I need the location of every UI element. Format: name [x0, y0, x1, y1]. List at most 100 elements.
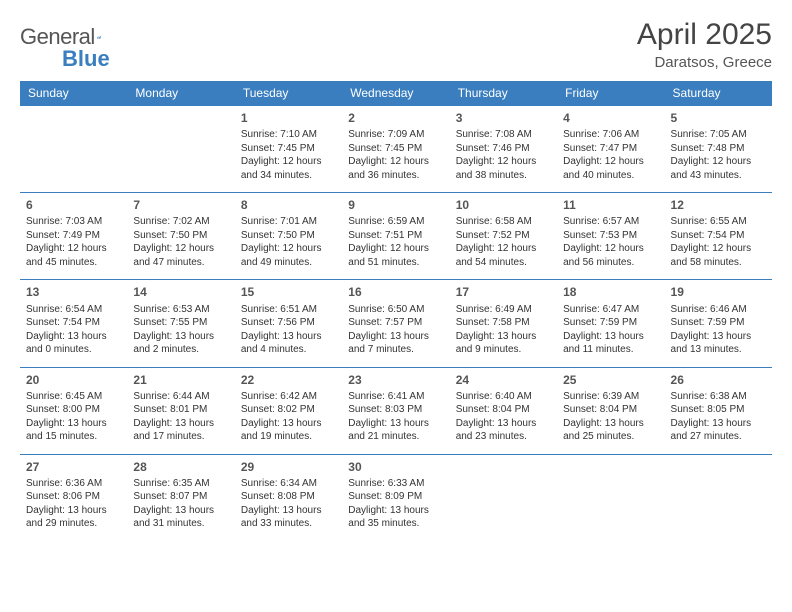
- daylight-line-1: Daylight: 12 hours: [456, 155, 551, 169]
- calendar-day-cell: 23Sunrise: 6:41 AMSunset: 8:03 PMDayligh…: [342, 367, 449, 454]
- daylight-line-2: and 34 minutes.: [241, 169, 336, 183]
- day-number: 25: [563, 372, 658, 388]
- day-number: 15: [241, 284, 336, 300]
- calendar-day-cell: 6Sunrise: 7:03 AMSunset: 7:49 PMDaylight…: [20, 193, 127, 280]
- daylight-line-1: Daylight: 12 hours: [671, 242, 766, 256]
- daylight-line-1: Daylight: 12 hours: [671, 155, 766, 169]
- sunrise-line: Sunrise: 7:03 AM: [26, 215, 121, 229]
- sunrise-line: Sunrise: 6:41 AM: [348, 390, 443, 404]
- sunset-line: Sunset: 8:04 PM: [563, 403, 658, 417]
- daylight-line-1: Daylight: 12 hours: [456, 242, 551, 256]
- sunrise-line: Sunrise: 6:36 AM: [26, 477, 121, 491]
- logo-text-b: Blue: [62, 46, 110, 72]
- daylight-line-1: Daylight: 12 hours: [348, 242, 443, 256]
- sunset-line: Sunset: 8:02 PM: [241, 403, 336, 417]
- daylight-line-2: and 33 minutes.: [241, 517, 336, 531]
- sunset-line: Sunset: 7:59 PM: [563, 316, 658, 330]
- daylight-line-1: Daylight: 13 hours: [26, 504, 121, 518]
- sunrise-line: Sunrise: 6:51 AM: [241, 303, 336, 317]
- calendar-body: 1Sunrise: 7:10 AMSunset: 7:45 PMDaylight…: [20, 106, 772, 541]
- sunrise-line: Sunrise: 6:45 AM: [26, 390, 121, 404]
- page: General April 2025 Daratsos, Greece Blue…: [0, 0, 792, 612]
- daylight-line-1: Daylight: 13 hours: [456, 417, 551, 431]
- calendar-day-cell: 11Sunrise: 6:57 AMSunset: 7:53 PMDayligh…: [557, 193, 664, 280]
- daylight-line-2: and 4 minutes.: [241, 343, 336, 357]
- calendar-week-row: 27Sunrise: 6:36 AMSunset: 8:06 PMDayligh…: [20, 454, 772, 541]
- calendar-head: SundayMondayTuesdayWednesdayThursdayFrid…: [20, 81, 772, 106]
- calendar-day-cell: 22Sunrise: 6:42 AMSunset: 8:02 PMDayligh…: [235, 367, 342, 454]
- day-number: 17: [456, 284, 551, 300]
- daylight-line-1: Daylight: 13 hours: [671, 330, 766, 344]
- weekday-header: Wednesday: [342, 81, 449, 106]
- day-number: 14: [133, 284, 228, 300]
- daylight-line-2: and 47 minutes.: [133, 256, 228, 270]
- calendar-day-cell: 25Sunrise: 6:39 AMSunset: 8:04 PMDayligh…: [557, 367, 664, 454]
- daylight-line-2: and 2 minutes.: [133, 343, 228, 357]
- sunrise-line: Sunrise: 6:58 AM: [456, 215, 551, 229]
- calendar-day-cell: 5 Sunrise: 7:05 AMSunset: 7:48 PMDaylight…: [665, 106, 772, 193]
- daylight-line-2: and 19 minutes.: [241, 430, 336, 444]
- daylight-line-1: Daylight: 13 hours: [26, 330, 121, 344]
- daylight-line-1: Daylight: 13 hours: [348, 417, 443, 431]
- calendar-day-cell: 18Sunrise: 6:47 AMSunset: 7:59 PMDayligh…: [557, 280, 664, 367]
- sunset-line: Sunset: 7:59 PM: [671, 316, 766, 330]
- daylight-line-1: Daylight: 13 hours: [133, 504, 228, 518]
- calendar-empty-cell: [665, 454, 772, 541]
- sunset-line: Sunset: 7:48 PM: [671, 142, 766, 156]
- daylight-line-1: Daylight: 13 hours: [241, 330, 336, 344]
- daylight-line-1: Daylight: 13 hours: [348, 330, 443, 344]
- calendar-week-row: 20Sunrise: 6:45 AMSunset: 8:00 PMDayligh…: [20, 367, 772, 454]
- calendar-table: SundayMondayTuesdayWednesdayThursdayFrid…: [20, 81, 772, 541]
- calendar-week-row: 13Sunrise: 6:54 AMSunset: 7:54 PMDayligh…: [20, 280, 772, 367]
- sunset-line: Sunset: 7:50 PM: [133, 229, 228, 243]
- calendar-day-cell: 10Sunrise: 6:58 AMSunset: 7:52 PMDayligh…: [450, 193, 557, 280]
- daylight-line-2: and 43 minutes.: [671, 169, 766, 183]
- sunrise-line: Sunrise: 6:47 AM: [563, 303, 658, 317]
- sunset-line: Sunset: 7:46 PM: [456, 142, 551, 156]
- daylight-line-2: and 9 minutes.: [456, 343, 551, 357]
- sunset-line: Sunset: 7:56 PM: [241, 316, 336, 330]
- sunrise-line: Sunrise: 7:02 AM: [133, 215, 228, 229]
- calendar-day-cell: 7 Sunrise: 7:02 AMSunset: 7:50 PMDaylight…: [127, 193, 234, 280]
- daylight-line-1: Daylight: 13 hours: [563, 330, 658, 344]
- day-number: 7: [133, 197, 228, 213]
- weekday-header: Friday: [557, 81, 664, 106]
- calendar-day-cell: 15 Sunrise: 6:51 AMSunset: 7:56 PMDayligh…: [235, 280, 342, 367]
- day-number: 9: [348, 197, 443, 213]
- sunset-line: Sunset: 7:51 PM: [348, 229, 443, 243]
- day-number: 12: [671, 197, 766, 213]
- day-number: 21: [133, 372, 228, 388]
- daylight-line-1: Daylight: 13 hours: [241, 417, 336, 431]
- calendar-day-cell: 28Sunrise: 6:35 AMSunset: 8:07 PMDayligh…: [127, 454, 234, 541]
- daylight-line-2: and 36 minutes.: [348, 169, 443, 183]
- calendar-day-cell: 13Sunrise: 6:54 AMSunset: 7:54 PMDayligh…: [20, 280, 127, 367]
- weekday-row: SundayMondayTuesdayWednesdayThursdayFrid…: [20, 81, 772, 106]
- sunset-line: Sunset: 7:50 PM: [241, 229, 336, 243]
- daylight-line-2: and 35 minutes.: [348, 517, 443, 531]
- sunrise-line: Sunrise: 7:08 AM: [456, 128, 551, 142]
- day-number: 6: [26, 197, 121, 213]
- sunset-line: Sunset: 7:57 PM: [348, 316, 443, 330]
- day-number: 2: [348, 110, 443, 126]
- daylight-line-1: Daylight: 12 hours: [133, 242, 228, 256]
- weekday-header: Sunday: [20, 81, 127, 106]
- day-number: 27: [26, 459, 121, 475]
- day-number: 5: [671, 110, 766, 126]
- sunrise-line: Sunrise: 6:49 AM: [456, 303, 551, 317]
- page-title: April 2025: [637, 18, 772, 52]
- daylight-line-2: and 11 minutes.: [563, 343, 658, 357]
- daylight-line-1: Daylight: 13 hours: [671, 417, 766, 431]
- calendar-day-cell: 19Sunrise: 6:46 AMSunset: 7:59 PMDayligh…: [665, 280, 772, 367]
- sunrise-line: Sunrise: 7:05 AM: [671, 128, 766, 142]
- day-number: 10: [456, 197, 551, 213]
- sunset-line: Sunset: 7:45 PM: [241, 142, 336, 156]
- sunrise-line: Sunrise: 6:57 AM: [563, 215, 658, 229]
- sunset-line: Sunset: 8:04 PM: [456, 403, 551, 417]
- sunset-line: Sunset: 8:08 PM: [241, 490, 336, 504]
- daylight-line-1: Daylight: 12 hours: [26, 242, 121, 256]
- header-right: April 2025 Daratsos, Greece: [637, 18, 772, 71]
- daylight-line-2: and 0 minutes.: [26, 343, 121, 357]
- sunset-line: Sunset: 7:54 PM: [671, 229, 766, 243]
- daylight-line-1: Daylight: 12 hours: [563, 155, 658, 169]
- calendar-day-cell: 12Sunrise: 6:55 AMSunset: 7:54 PMDayligh…: [665, 193, 772, 280]
